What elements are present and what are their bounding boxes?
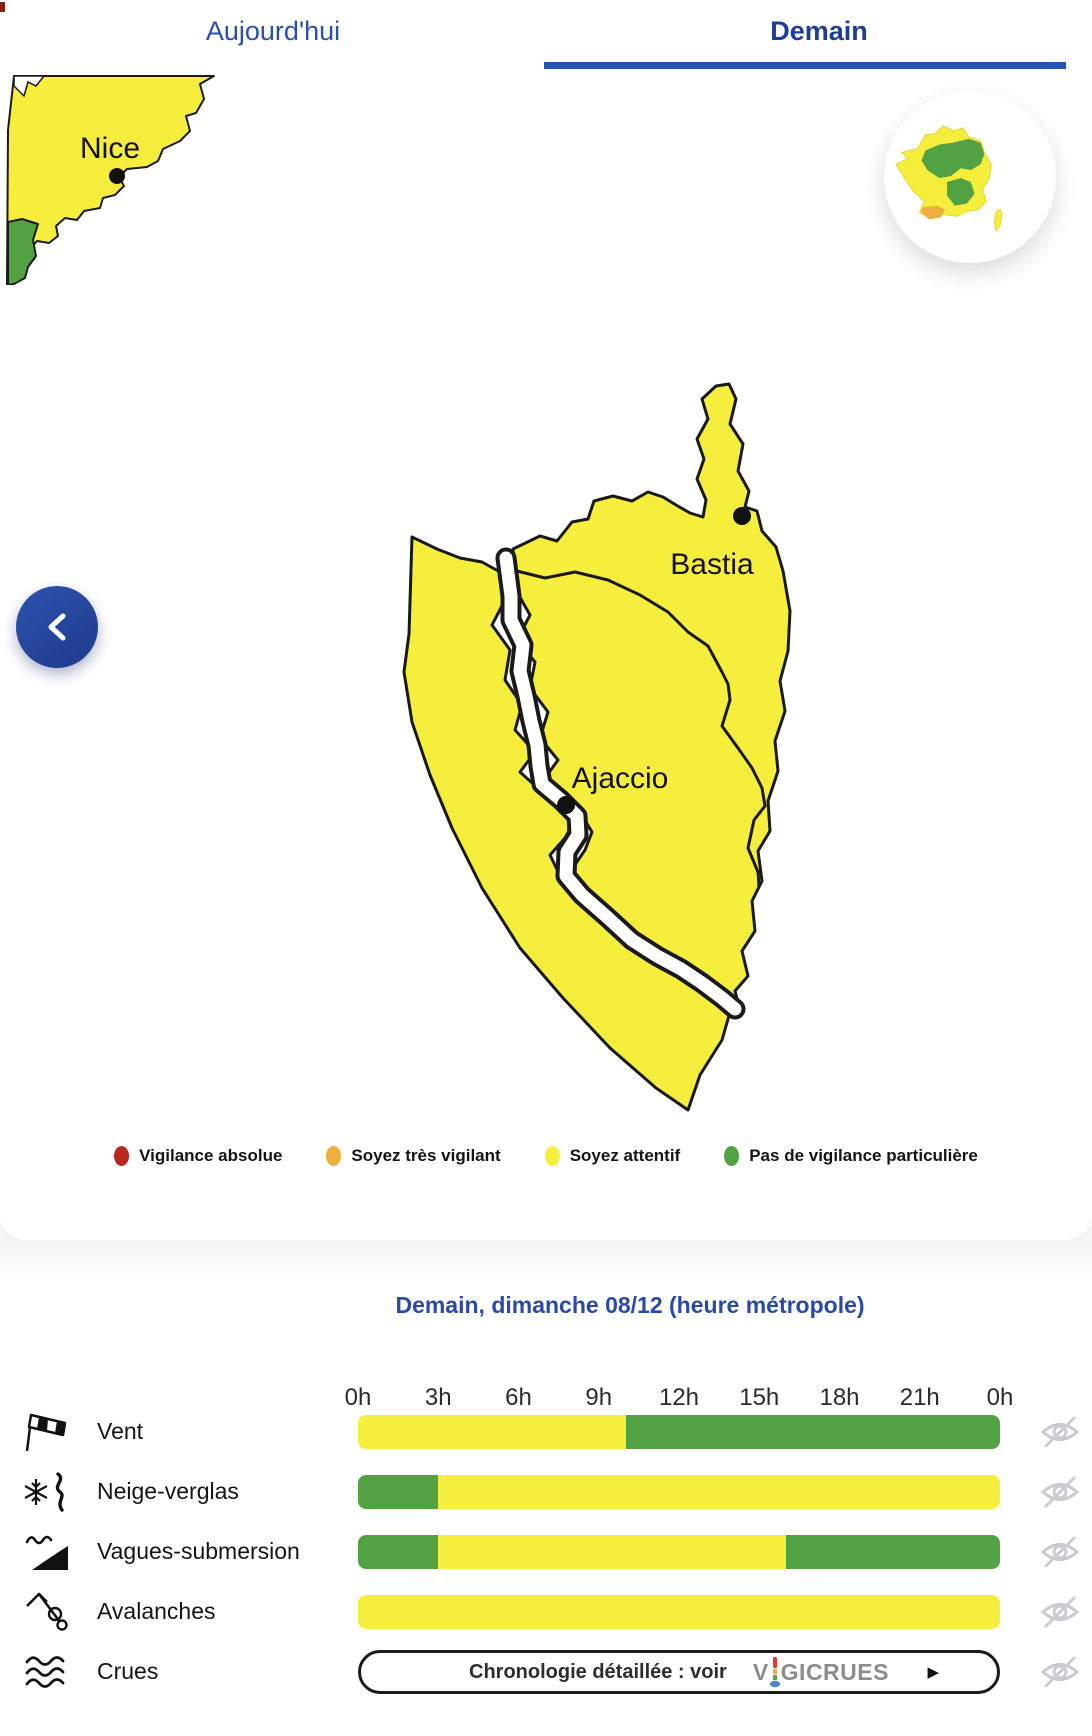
vigilance-legend: Vigilance absolue Soyez très vigilant Soye… [0,1146,1092,1166]
legend-label: Soyez très vigilant [351,1146,501,1165]
vigilance-timeline-bar [358,1415,1000,1449]
hour-tick-label: 12h [658,1384,700,1411]
windsock-icon [12,1409,82,1455]
legend-item: Soyez très vigilant [326,1146,501,1166]
green-zone-south [947,178,975,206]
eye-off-icon[interactable] [1038,1413,1082,1451]
legend-color-dot [724,1146,740,1166]
hour-tick-label: 3h [424,1384,452,1411]
vigilance-segment [625,1415,1000,1449]
ajaccio-city-label: Ajaccio [572,762,669,795]
hazard-row-label: Neige-verglas [97,1478,239,1504]
corsica-mini [993,208,1003,233]
mainland-nice-map[interactable]: Nice [0,70,225,285]
hour-tick-label: 0h [986,1384,1014,1411]
card-shadow-strip [0,1240,1092,1284]
back-button[interactable] [16,586,98,668]
tab-aujourdhui[interactable]: Aujourd'hui [205,15,341,46]
hour-tick-label: 21h [899,1384,940,1411]
vigilance-segment [438,1535,786,1569]
vigilance-segment [786,1535,1000,1569]
eye-off-icon[interactable] [1038,1473,1082,1511]
orange-zone-southwest [921,205,946,220]
play-arrow-icon: ▶ [927,1664,939,1681]
legend-color-dot [114,1146,130,1166]
nice-city-label: Nice [80,132,140,165]
hazard-row-label: Vent [97,1418,144,1444]
hour-tick-label: 9h [585,1384,613,1411]
hour-tick-label: 15h [739,1384,780,1411]
vigilance-segment [358,1415,626,1449]
var-region[interactable] [7,218,39,285]
avalanche-icon [12,1589,82,1635]
vigilance-timeline-bar [358,1475,1000,1509]
legend-label: Vigilance absolue [139,1146,283,1165]
bastia-city-label: Bastia [670,548,754,581]
legend-label: Soyez attentif [569,1146,681,1165]
hazard-row-label: Avalanches [97,1598,216,1624]
hour-tick-label: 18h [819,1384,860,1411]
legend-color-dot [544,1146,560,1166]
hour-tick-label: 0h [344,1384,372,1411]
bastia-city-dot [733,507,751,525]
wave-submersion-icon [12,1529,82,1575]
eye-off-icon[interactable] [1038,1533,1082,1571]
legend-item: Soyez attentif [544,1146,681,1166]
hazard-row-label: Vagues-submersion [97,1538,300,1564]
vigilance-segment [358,1595,1000,1629]
vigicrues-button-label: Chronologie détaillée : voir [469,1660,727,1683]
day-tabbar: Aujourd'hui Demain [0,0,1092,70]
flood-icon [12,1649,82,1695]
france-minimap-graphic [895,125,1003,233]
vigilance-segment [438,1475,1000,1509]
department-boundary [512,568,767,888]
legend-item: Pas de vigilance particulière [724,1146,978,1166]
chevron-left-icon [48,613,66,641]
tab-demain[interactable]: Demain [770,15,868,46]
nice-city-dot [109,168,125,184]
river-channel [499,551,742,1016]
hour-tick-label: 6h [505,1384,532,1411]
vigilance-timeline-bar [358,1595,1000,1629]
coast-notch [13,75,46,98]
ajaccio-city-dot [557,796,575,814]
green-zone-north [921,138,985,179]
timeline-title: Demain, dimanche 08/12 (heure métropole) [395,1292,865,1318]
vigicrues-detail-button[interactable]: Chronologie détaillée : voir V GICRUES ▶ [358,1650,1000,1694]
map-card: Aujourd'hui Demain Nice [0,0,1092,1166]
vigilance-timeline-bar [358,1535,1000,1569]
corsica-map[interactable]: Bastia Ajaccio [375,372,795,1117]
hazard-row-label: Crues [97,1658,159,1684]
eye-off-icon[interactable] [1038,1653,1082,1691]
vigilance-segment [358,1475,439,1509]
snow-ice-icon [12,1469,82,1515]
vigilance-segment [358,1535,439,1569]
legend-item: Vigilance absolue [114,1146,282,1166]
active-tab-underline [544,62,1066,69]
france-minimap[interactable] [884,91,1056,263]
eye-off-icon[interactable] [1038,1593,1082,1631]
legend-color-dot [326,1146,342,1166]
edge-artifact [0,2,5,12]
vigicrues-logo: V GICRUES [753,1656,889,1688]
legend-label: Pas de vigilance particulière [749,1146,978,1165]
